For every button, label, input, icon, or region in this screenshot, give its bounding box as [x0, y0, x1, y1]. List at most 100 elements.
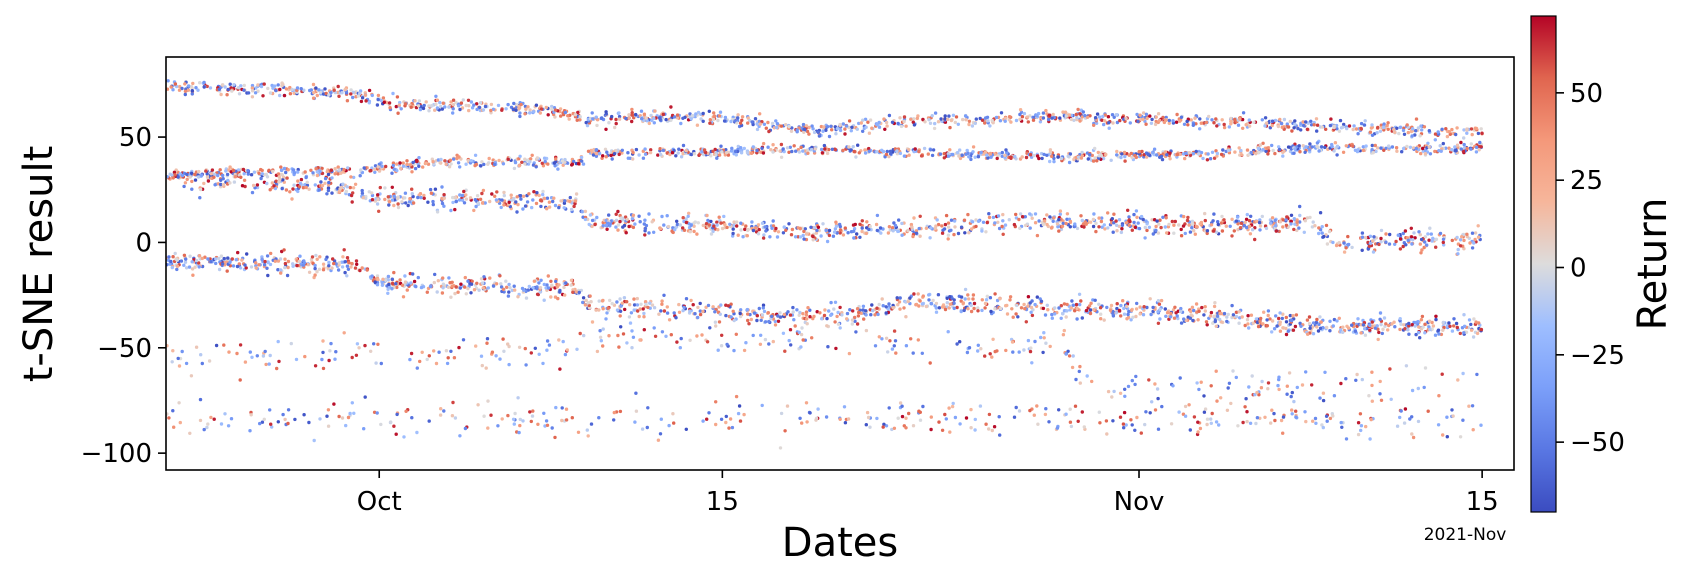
- data-point: [408, 163, 413, 167]
- data-point: [852, 149, 856, 154]
- data-point: [1095, 159, 1099, 163]
- data-point: [363, 93, 368, 97]
- data-point: [625, 217, 629, 222]
- data-point: [883, 127, 887, 131]
- data-point: [996, 154, 1000, 158]
- data-point: [1159, 225, 1163, 230]
- data-point: [312, 90, 316, 95]
- data-point: [940, 231, 945, 235]
- data-point: [1243, 220, 1248, 224]
- data-point: [964, 118, 968, 122]
- data-point: [967, 119, 972, 124]
- data-point: [325, 192, 329, 196]
- data-point: [1376, 125, 1380, 130]
- data-point: [820, 151, 825, 155]
- data-point: [521, 207, 525, 211]
- data-point: [665, 214, 669, 218]
- data-point: [1194, 302, 1199, 306]
- data-point: [532, 110, 536, 114]
- data-point: [686, 118, 691, 122]
- data-point: [1182, 214, 1186, 219]
- data-point: [314, 167, 318, 171]
- data-point: [687, 211, 691, 215]
- data-point: [1387, 323, 1391, 328]
- data-point: [597, 299, 601, 303]
- data-point: [1237, 146, 1241, 150]
- data-point: [952, 219, 957, 223]
- data-point: [502, 203, 506, 207]
- data-point: [377, 209, 381, 213]
- data-point: [149, 84, 152, 87]
- data-point: [244, 266, 248, 270]
- data-point: [933, 226, 938, 230]
- data-point: [1126, 208, 1130, 212]
- data-point: [811, 127, 815, 131]
- data-point: [677, 147, 681, 151]
- data-point: [383, 186, 387, 190]
- data-point: [1406, 238, 1410, 243]
- data-point: [1222, 311, 1227, 316]
- data-point: [242, 88, 246, 92]
- data-point: [1068, 219, 1073, 224]
- data-point: [835, 314, 839, 319]
- data-point: [1258, 143, 1263, 147]
- data-point: [1368, 130, 1373, 134]
- data-point: [146, 85, 149, 88]
- data-point: [193, 172, 197, 177]
- data-point: [1148, 297, 1152, 301]
- data-point: [1141, 111, 1146, 115]
- data-point: [739, 146, 743, 150]
- data-point: [1453, 145, 1457, 149]
- data-point: [525, 200, 530, 204]
- data-point: [1353, 148, 1358, 152]
- data-point: [580, 210, 584, 214]
- data-point: [1023, 215, 1027, 219]
- data-point: [1057, 306, 1061, 310]
- data-point: [806, 306, 810, 310]
- data-point: [884, 311, 888, 315]
- data-point: [1045, 222, 1049, 227]
- data-point: [205, 175, 210, 179]
- data-point: [499, 282, 503, 286]
- data-point: [205, 172, 209, 176]
- data-point: [1292, 217, 1297, 221]
- data-point: [279, 172, 284, 176]
- data-point: [616, 209, 620, 214]
- data-point: [719, 221, 723, 225]
- data-point: [708, 121, 712, 125]
- data-point: [1302, 230, 1307, 234]
- data-point: [1444, 127, 1448, 131]
- data-point: [208, 86, 213, 90]
- data-point: [1382, 316, 1387, 320]
- data-point: [1335, 319, 1339, 323]
- data-point: [690, 114, 694, 118]
- data-point: [313, 183, 317, 187]
- data-point: [776, 230, 781, 234]
- data-point: [761, 236, 766, 240]
- data-point: [827, 134, 832, 139]
- data-point: [171, 88, 175, 92]
- data-point: [579, 155, 584, 160]
- data-point: [256, 89, 260, 93]
- data-point: [1020, 155, 1024, 159]
- data-point: [408, 197, 412, 201]
- data-point: [1082, 225, 1086, 229]
- data-point: [1436, 130, 1440, 134]
- data-point: [590, 111, 594, 115]
- data-point: [203, 255, 207, 259]
- data-point: [466, 98, 471, 103]
- data-point: [478, 197, 483, 201]
- data-point: [237, 262, 241, 266]
- data-point: [311, 82, 316, 87]
- data-point: [1315, 144, 1319, 148]
- data-point: [1268, 126, 1273, 130]
- data-point: [1378, 311, 1383, 315]
- data-point: [1270, 319, 1275, 323]
- data-point: [1471, 335, 1476, 339]
- data-point: [736, 116, 740, 120]
- data-point: [291, 187, 295, 191]
- data-point: [581, 215, 585, 219]
- data-point: [986, 156, 990, 160]
- data-point: [1188, 153, 1193, 157]
- data-point: [528, 108, 532, 112]
